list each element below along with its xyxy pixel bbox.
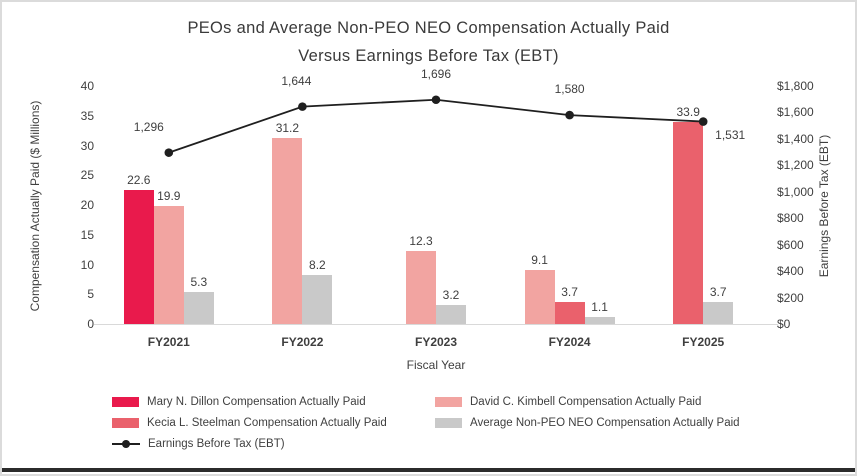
bar-value-label: 3.2 bbox=[442, 287, 460, 302]
legend-item-kimbell: David C. Kimbell Compensation Actually P… bbox=[435, 396, 740, 408]
bar-kimbell-FY2024 bbox=[524, 269, 555, 324]
right-axis-tick: $800 bbox=[777, 211, 804, 226]
steelman-swatch-icon bbox=[112, 418, 139, 428]
x-axis-category-label: FY2021 bbox=[147, 335, 190, 349]
x-axis-category-label: FY2022 bbox=[281, 335, 324, 349]
chart-title: PEOs and Average Non-PEO NEO Compensatio… bbox=[2, 14, 855, 70]
bar-value-label: 22.6 bbox=[127, 172, 151, 187]
left-axis-tick: 30 bbox=[80, 138, 94, 153]
bar-value-label: 33.9 bbox=[676, 105, 700, 120]
bar-value-label: 3.7 bbox=[561, 284, 578, 299]
right-axis-tick: $1,200 bbox=[777, 158, 814, 173]
avg-non-peo-swatch-icon bbox=[435, 418, 462, 428]
left-axis-tick: 35 bbox=[80, 108, 94, 123]
chart-title-line1: PEOs and Average Non-PEO NEO Compensatio… bbox=[187, 19, 670, 37]
bar-steelman-FY2024 bbox=[554, 301, 585, 324]
bar-avg-FY2022 bbox=[302, 275, 333, 324]
bar-value-label: 9.1 bbox=[531, 252, 548, 267]
legend-item-steelman: Kecia L. Steelman Compensation Actually … bbox=[112, 417, 435, 429]
bar-value-label: 8.2 bbox=[309, 258, 326, 273]
legend-label-ebt: Earnings Before Tax (EBT) bbox=[148, 438, 285, 450]
left-axis-tick: 20 bbox=[80, 198, 94, 212]
x-axis-title: Fiscal Year bbox=[406, 358, 466, 372]
right-axis-tick: $200 bbox=[777, 290, 804, 305]
legend-label-avg-non-peo: Average Non-PEO NEO Compensation Actuall… bbox=[470, 417, 740, 429]
legend-item-dillon: Mary N. Dillon Compensation Actually Pai… bbox=[112, 396, 435, 408]
right-axis-tick: $400 bbox=[777, 264, 804, 279]
ebt-data-point bbox=[298, 102, 307, 111]
bar-kimbell-FY2023 bbox=[406, 250, 436, 324]
legend-item-ebt: Earnings Before Tax (EBT) bbox=[112, 438, 435, 450]
x-axis-category-label: FY2024 bbox=[548, 335, 591, 349]
bar-value-label: 19.9 bbox=[157, 188, 181, 203]
left-axis-title: Compensation Actually Paid ($ Millions) bbox=[28, 100, 42, 312]
left-axis-tick: 5 bbox=[87, 287, 94, 302]
bar-dillon-FY2021 bbox=[123, 189, 154, 324]
legend-item-avg-non-peo: Average Non-PEO NEO Compensation Actuall… bbox=[435, 417, 740, 429]
ebt-data-point bbox=[565, 110, 574, 120]
bottom-divider-bar bbox=[2, 468, 855, 472]
bar-steelman-FY2025 bbox=[673, 122, 704, 324]
dillon-swatch-icon bbox=[112, 397, 139, 407]
x-axis-category-label: FY2023 bbox=[414, 335, 458, 349]
bar-avg-FY2023 bbox=[436, 304, 466, 324]
ebt-data-point bbox=[431, 95, 441, 105]
chart-legend: Mary N. Dillon Compensation Actually Pai… bbox=[112, 396, 740, 450]
ebt-line-marker-icon bbox=[112, 439, 140, 449]
legend-label-dillon: Mary N. Dillon Compensation Actually Pai… bbox=[147, 396, 366, 408]
ebt-value-label: 1,644 bbox=[281, 73, 312, 88]
ebt-value-label: 1,696 bbox=[420, 66, 452, 81]
right-axis-tick: $0 bbox=[777, 317, 791, 331]
left-axis-tick: 25 bbox=[80, 168, 94, 183]
right-axis-tick: $600 bbox=[777, 237, 804, 252]
bar-kimbell-FY2021 bbox=[153, 205, 184, 324]
right-axis-title: Earnings Before Tax (EBT) bbox=[817, 134, 831, 278]
bar-avg-FY2021 bbox=[183, 292, 214, 324]
x-axis-baseline bbox=[94, 324, 778, 325]
chart-title-line2: Versus Earnings Before Tax (EBT) bbox=[298, 47, 559, 65]
right-axis-tick: $1,000 bbox=[777, 184, 814, 199]
bar-avg-FY2024 bbox=[584, 317, 615, 324]
bar-avg-FY2025 bbox=[703, 301, 734, 324]
right-axis-tick: $1,800 bbox=[777, 79, 814, 93]
kimbell-swatch-icon bbox=[435, 397, 462, 407]
left-axis-tick: 40 bbox=[80, 79, 94, 93]
ebt-value-label: 1,531 bbox=[715, 127, 746, 142]
bar-value-label: 12.3 bbox=[409, 233, 433, 248]
bar-value-label: 3.7 bbox=[709, 284, 727, 299]
left-axis-tick: 0 bbox=[87, 317, 94, 331]
bar-value-label: 31.2 bbox=[275, 121, 300, 136]
left-axis-tick: 10 bbox=[80, 257, 94, 272]
bar-kimbell-FY2022 bbox=[272, 138, 303, 324]
legend-label-steelman: Kecia L. Steelman Compensation Actually … bbox=[147, 417, 387, 429]
ebt-value-label: 1,580 bbox=[554, 82, 585, 97]
left-axis-tick: 15 bbox=[80, 227, 94, 242]
ebt-value-label: 1,296 bbox=[133, 119, 164, 134]
right-axis-tick: $1,600 bbox=[777, 105, 814, 120]
x-axis-category-label: FY2025 bbox=[682, 335, 725, 349]
bar-value-label: 1.1 bbox=[591, 300, 608, 315]
legend-label-kimbell: David C. Kimbell Compensation Actually P… bbox=[470, 396, 702, 408]
right-axis-tick: $1,400 bbox=[777, 131, 814, 146]
ebt-data-point bbox=[164, 148, 174, 157]
bar-value-label: 5.3 bbox=[190, 275, 208, 290]
